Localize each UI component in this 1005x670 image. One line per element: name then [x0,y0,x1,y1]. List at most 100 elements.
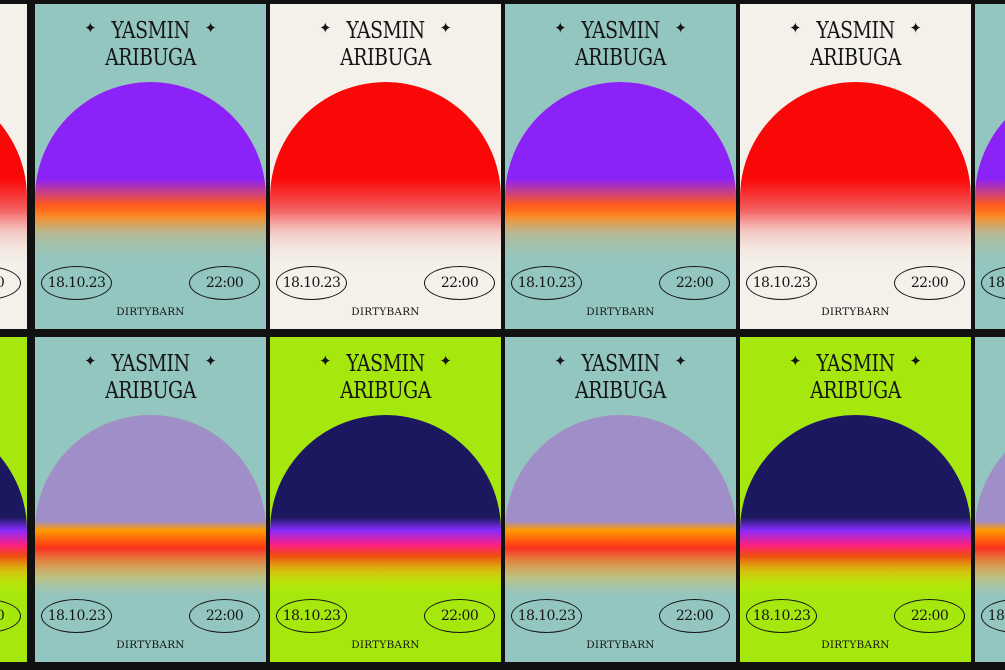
venue-label: DIRTYBARN [586,639,655,651]
sparkle-icon: ✦ [84,19,97,37]
artist-name: YASMIN ARIBUGA [291,351,480,405]
sparkle-icon: ✦ [909,352,922,370]
event-poster: ✦ ✦ YASMIN ARIBUGA 18.10.23 22:00 DIRTYB… [270,337,501,662]
time-badge: 22:00 [189,599,260,633]
artist-last-name: ARIBUGA [105,45,196,71]
venue-label: DIRTYBARN [821,306,890,318]
artist-name: YASMIN ARIBUGA [291,18,480,72]
date-badge: 18.10.23 [41,266,112,300]
sparkle-icon: ✦ [439,19,452,37]
artist-first-name: YASMIN [111,351,190,377]
event-poster: ✦ ✦ YASMIN ARIBUGA 18.10.23 22:00 DIRTYB… [975,337,1005,662]
artist-name: YASMIN ARIBUGA [996,18,1005,72]
artist-last-name: ARIBUGA [0,378,6,405]
artist-name: YASMIN ARIBUGA [56,18,245,72]
artist-name: YASMIN ARIBUGA [996,351,1005,405]
sparkle-icon: ✦ [789,352,802,370]
time-badge: 22:00 [894,266,965,300]
venue-label: DIRTYBARN [975,639,1005,651]
event-poster: ✦ ✦ YASMIN ARIBUGA 18.10.23 22:00 DIRTYB… [0,337,27,662]
artist-first-name: YASMIN [346,351,425,377]
venue-label: DIRTYBARN [0,306,27,318]
sun-gradient-graphic [0,82,27,268]
artist-first-name: YASMIN [346,18,425,44]
date-badge: 18.10.23 [41,599,112,633]
sparkle-icon: ✦ [554,352,567,370]
date-badge: 18.10.23 [981,266,1005,300]
artist-name: YASMIN ARIBUGA [761,18,950,72]
artist-name: YASMIN ARIBUGA [761,351,950,405]
sparkle-icon: ✦ [789,19,802,37]
date-badge: 18.10.23 [746,599,817,633]
sun-gradient-graphic [505,82,736,268]
artist-last-name: ARIBUGA [0,45,6,72]
venue-label: DIRTYBARN [821,639,890,651]
event-poster: ✦ ✦ YASMIN ARIBUGA 18.10.23 22:00 DIRTYB… [0,4,27,329]
event-poster: ✦ ✦ YASMIN ARIBUGA 18.10.23 22:00 DIRTYB… [975,4,1005,329]
sun-gradient-graphic [0,415,27,601]
time-badge: 22:00 [0,599,21,633]
sparkle-icon: ✦ [554,19,567,37]
venue-label: DIRTYBARN [351,306,420,318]
venue-label: DIRTYBARN [975,306,1005,318]
sparkle-icon: ✦ [319,352,332,370]
date-badge: 18.10.23 [276,266,347,300]
sun-gradient-graphic [35,415,266,601]
event-poster: ✦ ✦ YASMIN ARIBUGA 18.10.23 22:00 DIRTYB… [740,4,971,329]
artist-name: YASMIN ARIBUGA [56,351,245,405]
sparkle-icon: ✦ [439,352,452,370]
sparkle-icon: ✦ [674,352,687,370]
sun-gradient-graphic [740,82,971,268]
venue-label: DIRTYBARN [586,306,655,318]
artist-first-name: YASMIN [581,351,660,377]
artist-first-name: YASMIN [996,18,1005,45]
date-badge: 18.10.23 [511,599,582,633]
event-poster: ✦ ✦ YASMIN ARIBUGA 18.10.23 22:00 DIRTYB… [505,4,736,329]
event-poster: ✦ ✦ YASMIN ARIBUGA 18.10.23 22:00 DIRTYB… [35,337,266,662]
sun-gradient-graphic [505,415,736,601]
sun-gradient-graphic [975,82,1005,268]
artist-name: YASMIN ARIBUGA [526,18,715,72]
time-badge: 22:00 [659,266,730,300]
artist-first-name: YASMIN [0,351,6,378]
artist-first-name: YASMIN [111,18,190,44]
artist-name: YASMIN ARIBUGA [0,18,6,72]
artist-first-name: YASMIN [0,18,6,45]
artist-last-name: ARIBUGA [810,378,901,404]
sparkle-icon: ✦ [84,352,97,370]
sparkle-icon: ✦ [909,19,922,37]
sun-gradient-graphic [270,82,501,268]
venue-label: DIRTYBARN [351,639,420,651]
date-badge: 18.10.23 [746,266,817,300]
artist-last-name: ARIBUGA [575,378,666,404]
venue-label: DIRTYBARN [116,306,185,318]
artist-last-name: ARIBUGA [996,45,1005,72]
artist-last-name: ARIBUGA [810,45,901,71]
artist-last-name: ARIBUGA [575,45,666,71]
sparkle-icon: ✦ [319,19,332,37]
artist-last-name: ARIBUGA [340,378,431,404]
date-badge: 18.10.23 [276,599,347,633]
artist-name: YASMIN ARIBUGA [526,351,715,405]
event-poster: ✦ ✦ YASMIN ARIBUGA 18.10.23 22:00 DIRTYB… [270,4,501,329]
date-badge: 18.10.23 [511,266,582,300]
artist-last-name: ARIBUGA [340,45,431,71]
time-badge: 22:00 [894,599,965,633]
sparkle-icon: ✦ [674,19,687,37]
artist-first-name: YASMIN [996,351,1005,378]
time-badge: 22:00 [424,266,495,300]
sun-gradient-graphic [740,415,971,601]
artist-name: YASMIN ARIBUGA [0,351,6,405]
date-badge: 18.10.23 [981,599,1005,633]
artist-first-name: YASMIN [816,351,895,377]
sparkle-icon: ✦ [204,352,217,370]
event-poster: ✦ ✦ YASMIN ARIBUGA 18.10.23 22:00 DIRTYB… [505,337,736,662]
event-poster: ✦ ✦ YASMIN ARIBUGA 18.10.23 22:00 DIRTYB… [740,337,971,662]
venue-label: DIRTYBARN [0,639,27,651]
time-badge: 22:00 [0,266,21,300]
artist-first-name: YASMIN [581,18,660,44]
sun-gradient-graphic [975,415,1005,601]
artist-last-name: ARIBUGA [996,378,1005,405]
event-poster: ✦ ✦ YASMIN ARIBUGA 18.10.23 22:00 DIRTYB… [35,4,266,329]
